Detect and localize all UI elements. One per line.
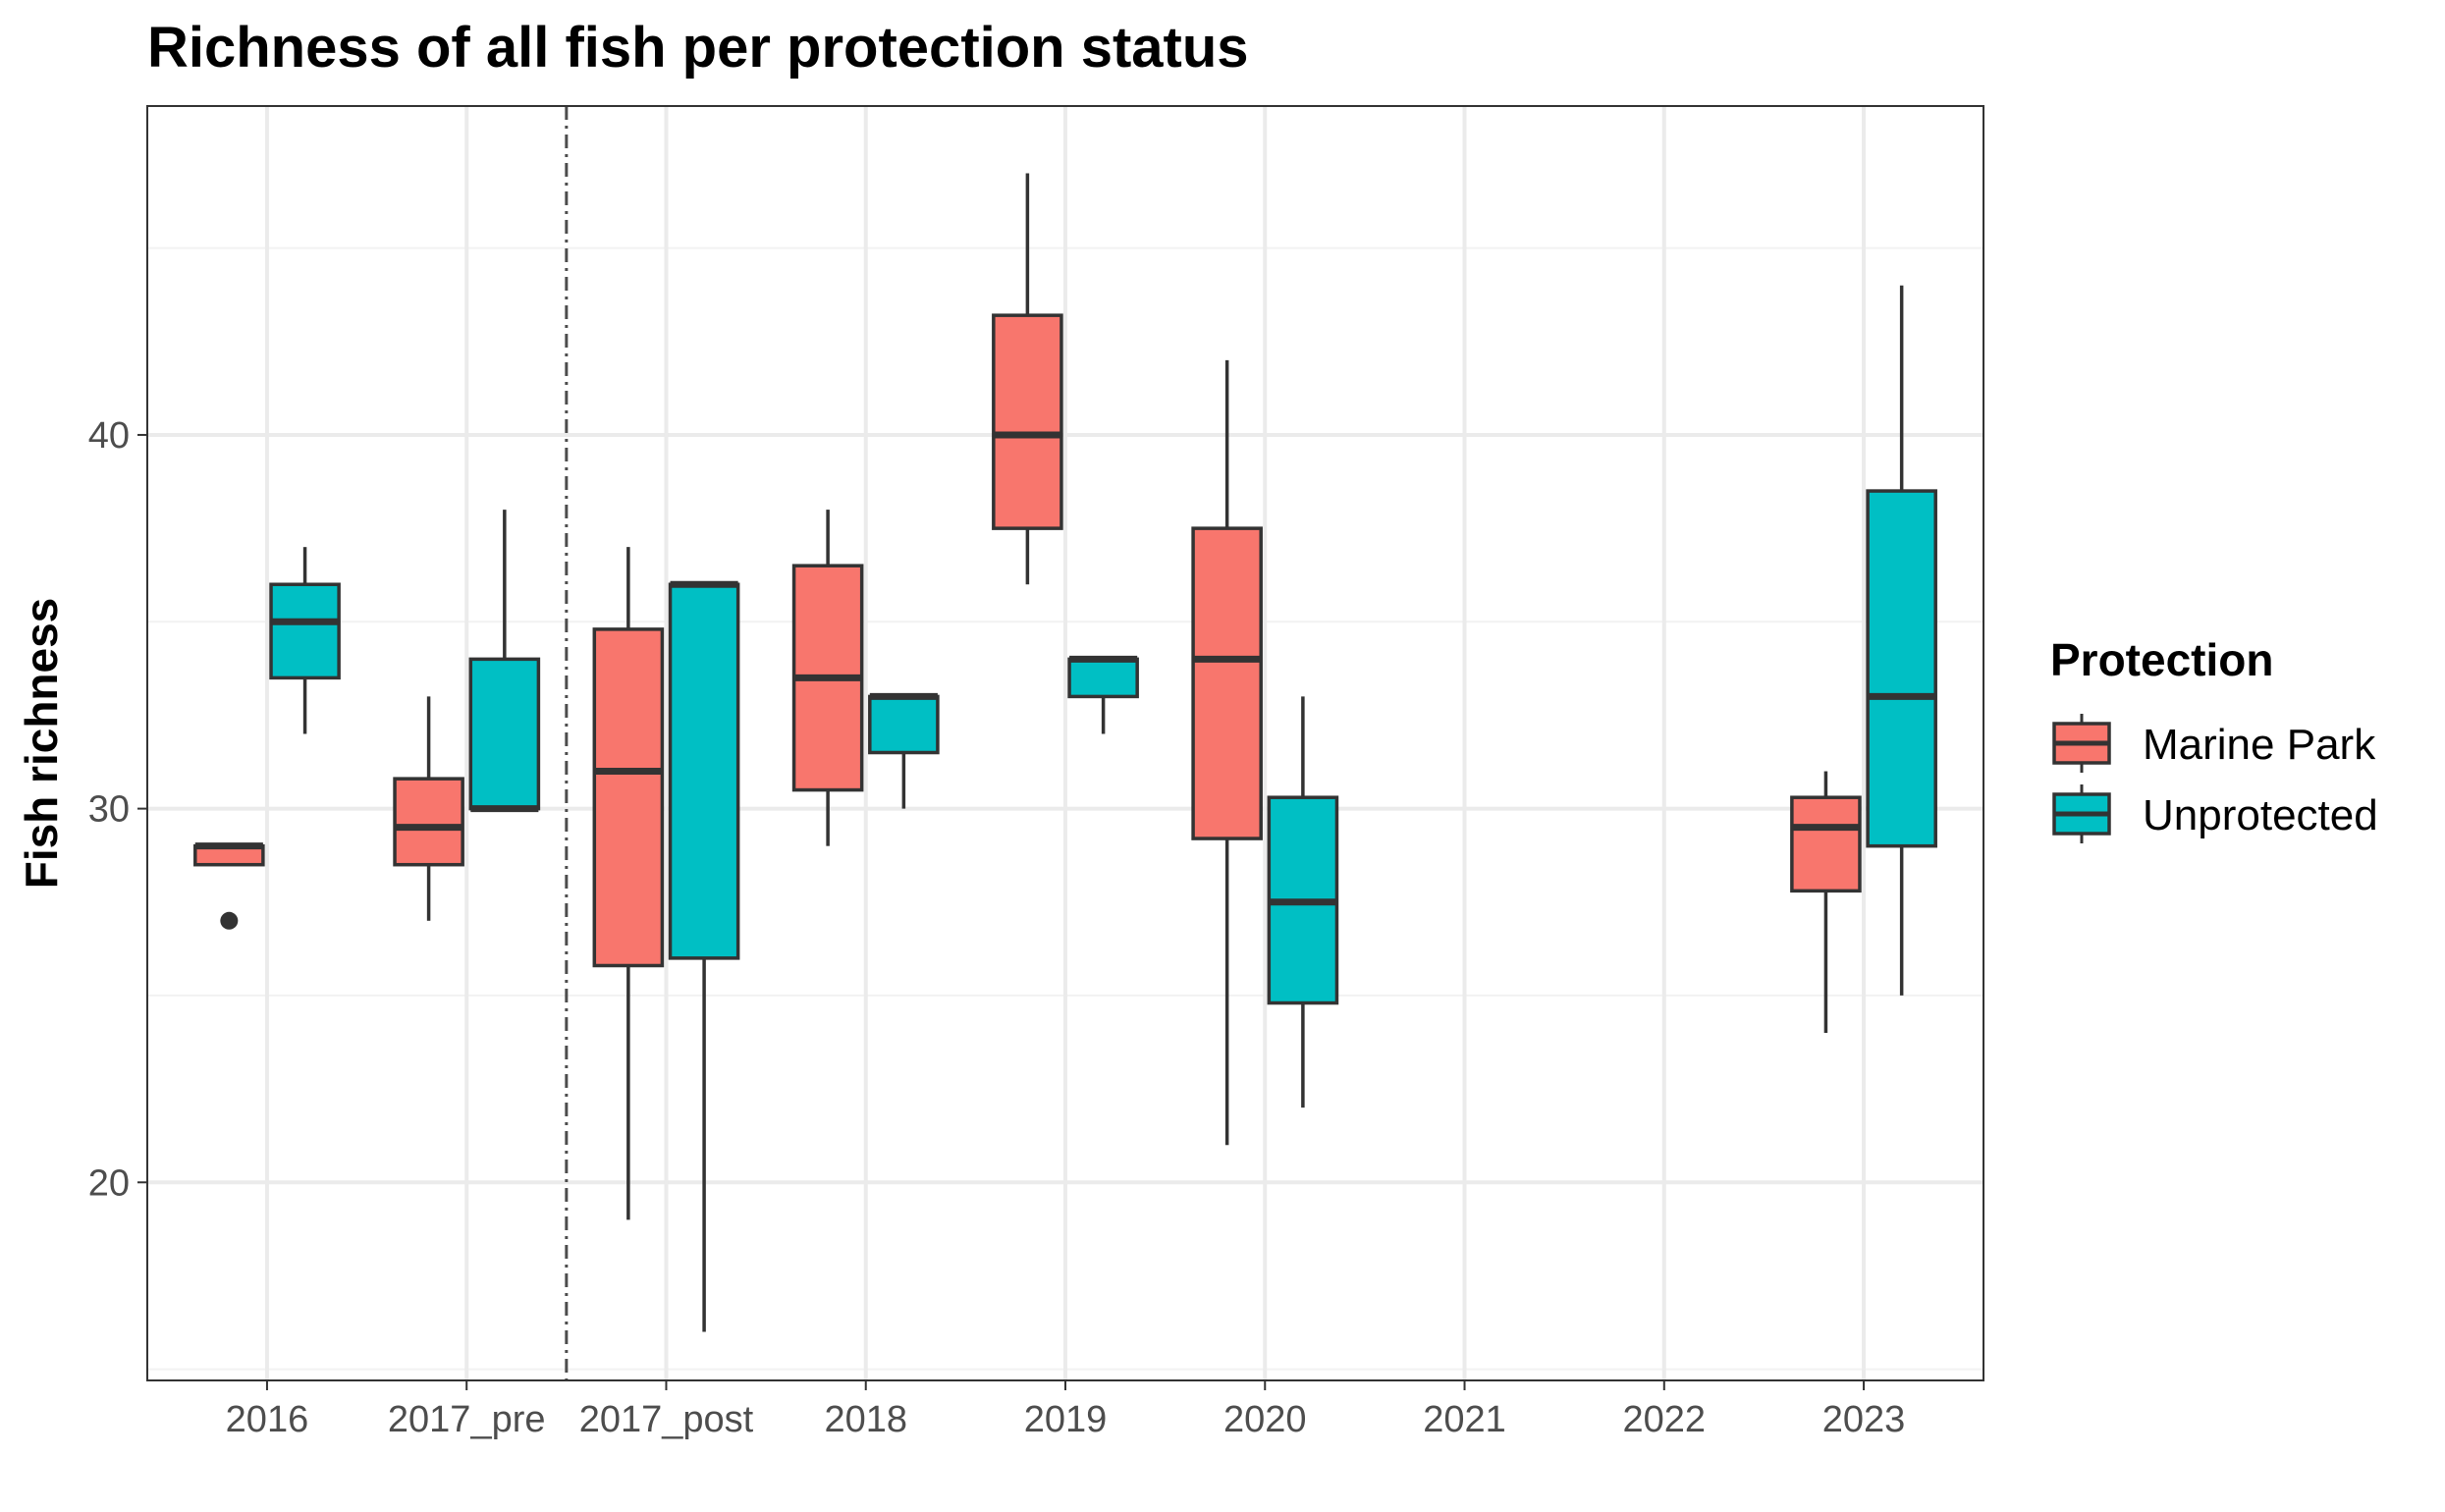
chart-title: Richness of all fish per protection stat… — [147, 16, 1249, 80]
box-iqr — [1790, 795, 1862, 893]
x-tick-label: 2016 — [226, 1399, 309, 1440]
y-tick-label: 20 — [88, 1162, 130, 1204]
y-tick-label: 30 — [88, 789, 130, 831]
grid-lines — [147, 106, 1983, 1380]
y-axis-title: Fish richness — [16, 598, 67, 890]
axes: 20 30 40 2016 2017_pre 2017_post 2018 2019 2020 2… — [88, 415, 1906, 1440]
y-tick-label: 40 — [88, 415, 130, 457]
box-2020 — [1191, 359, 1263, 1146]
legend-title: Protection — [2050, 634, 2273, 685]
box-2017_pre — [393, 696, 464, 921]
legend-label: Unprotected — [2143, 791, 2378, 839]
box-2016 — [269, 547, 341, 734]
box-2018 — [868, 692, 940, 809]
box-iqr — [992, 313, 1063, 530]
box-2016 — [193, 842, 265, 930]
box-iqr — [393, 777, 464, 867]
x-tick-label: 2022 — [1623, 1399, 1707, 1440]
box-2018 — [791, 510, 864, 846]
box-2020 — [1267, 696, 1339, 1108]
box-iqr — [1067, 657, 1139, 699]
outlier-point — [220, 911, 239, 930]
box-2023 — [1866, 285, 1937, 996]
box-2023 — [1790, 771, 1862, 1033]
x-tick-label: 2018 — [824, 1399, 907, 1440]
box-iqr — [1866, 489, 1937, 848]
box-iqr — [269, 582, 341, 680]
box-2019 — [992, 173, 1063, 585]
box-iqr — [868, 694, 940, 755]
x-tick-label: 2017_post — [579, 1399, 754, 1440]
legend-item: Marine Park — [2052, 714, 2376, 773]
x-tick-label: 2020 — [1223, 1399, 1307, 1440]
x-tick-label: 2017_pre — [388, 1399, 546, 1440]
box-2017_post — [668, 580, 740, 1332]
box-iqr — [668, 582, 740, 960]
x-tick-label: 2021 — [1423, 1399, 1506, 1440]
legend-item: Unprotected — [2052, 784, 2378, 843]
x-tick-label: 2023 — [1822, 1399, 1906, 1440]
box-iqr — [1191, 526, 1263, 840]
box-layer — [193, 173, 1937, 1332]
box-iqr — [592, 627, 665, 968]
box-2017_post — [592, 547, 665, 1220]
legend-label: Marine Park — [2143, 721, 2376, 769]
box-iqr — [468, 657, 541, 811]
box-2017_pre — [468, 510, 541, 813]
legend: Protection Marine Park Unprotected — [2050, 634, 2378, 843]
x-tick-label: 2019 — [1024, 1399, 1108, 1440]
box-2019 — [1067, 655, 1139, 734]
